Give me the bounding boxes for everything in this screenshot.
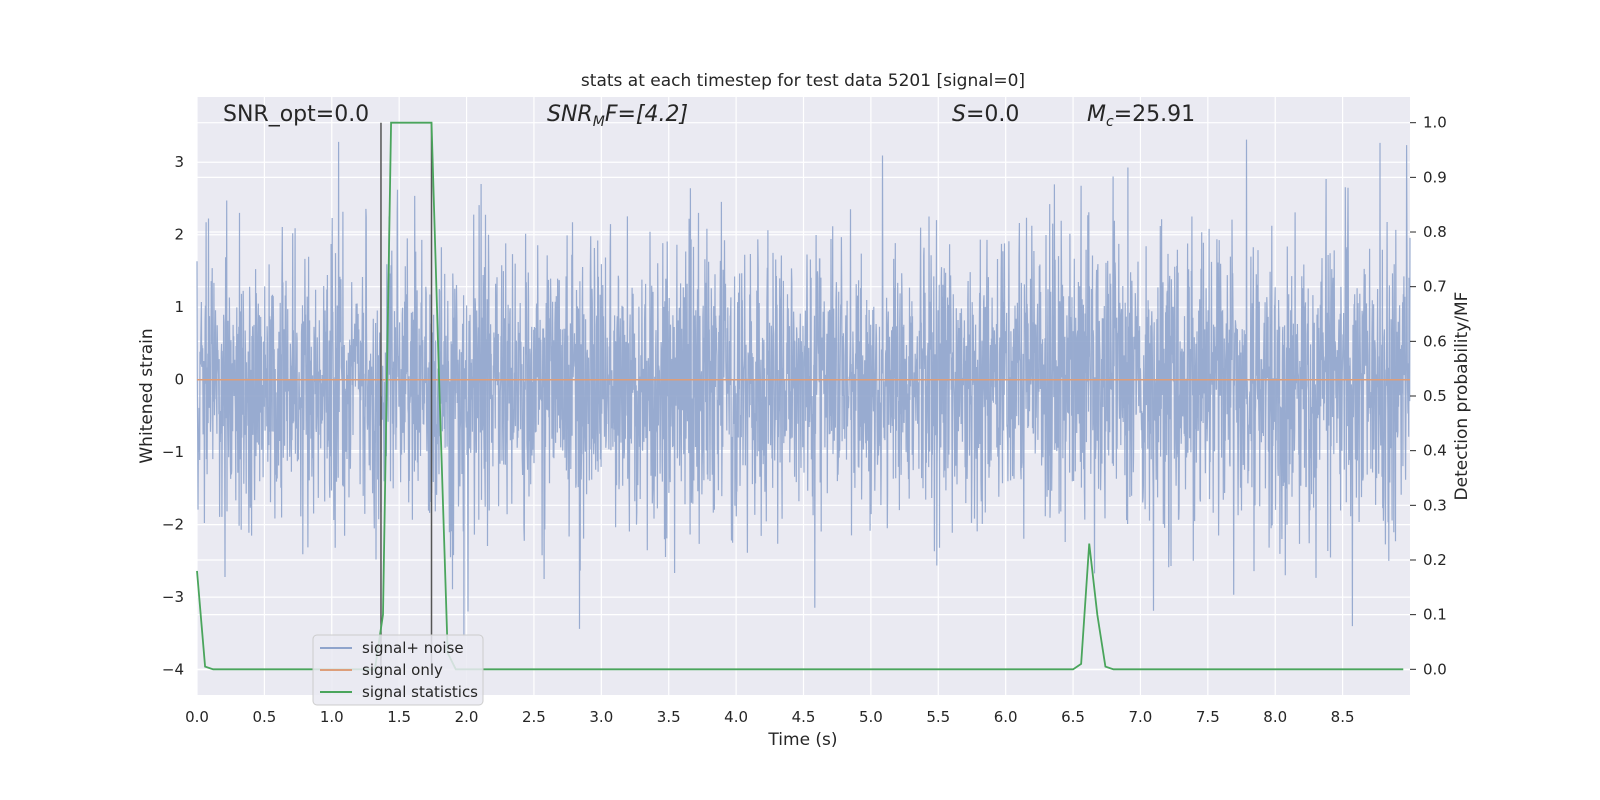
x-axis-label: Time (s) bbox=[767, 730, 837, 750]
x-tick-label: 7.5 bbox=[1196, 708, 1220, 726]
x-tick-label: 6.5 bbox=[1061, 708, 1085, 726]
x-tick-label: 2.5 bbox=[522, 708, 546, 726]
y2-tick-label: 0.1 bbox=[1423, 606, 1447, 624]
y-tick-label: −1 bbox=[162, 443, 184, 461]
y2-tick-label: 0.2 bbox=[1423, 551, 1447, 569]
annotation-mc: Mc=25.91 bbox=[1087, 102, 1195, 130]
x-tick-labels: 0.0 0.5 1.0 1.5 2.0 2.5 3.0 3.5 4.0 4.5 5.0 5.5 6.0 6… bbox=[185, 708, 1354, 726]
annotation-snr-opt: SNR_opt=0.0 bbox=[223, 102, 369, 127]
x-tick-label: 0.0 bbox=[185, 708, 209, 726]
y-axis-label: Whitened strain bbox=[137, 328, 157, 463]
y2-tick-label: 0.5 bbox=[1423, 387, 1447, 405]
legend-label-signal-noise: signal+ noise bbox=[362, 639, 464, 657]
legend-box bbox=[312, 634, 484, 706]
chart-title: stats at each timestep for test data 520… bbox=[581, 71, 1025, 91]
x-tick-label: 5.0 bbox=[859, 708, 883, 726]
y-tick-label: 1 bbox=[174, 298, 184, 316]
y2-tick-label: 0.9 bbox=[1423, 168, 1447, 186]
y2-tick-label: 0.8 bbox=[1423, 223, 1447, 241]
series-signal-noise bbox=[196, 139, 1411, 637]
x-tick-label: 4.5 bbox=[792, 708, 816, 726]
annotation-snr-mf: SNRMF=[4.2] bbox=[547, 102, 688, 130]
x-tick-label: 2.0 bbox=[455, 708, 479, 726]
annotation-s: S=0.0 bbox=[952, 102, 1019, 127]
x-tick-label: 1.0 bbox=[320, 708, 344, 726]
x-tick-label: 0.5 bbox=[252, 708, 276, 726]
x-tick-label: 4.0 bbox=[724, 708, 748, 726]
y-tick-label: −4 bbox=[162, 661, 184, 679]
line-signal-noise bbox=[196, 139, 1411, 637]
y2-tick-label: 0.4 bbox=[1423, 442, 1447, 460]
y-tick-label: 3 bbox=[174, 153, 184, 171]
y2-tick-label: 0.3 bbox=[1423, 496, 1447, 514]
y2-tick-labels: 1.0 0.9 0.8 0.7 0.6 0.5 0.4 0.3 0.2 0.1 0.0 bbox=[1410, 114, 1447, 678]
x-tick-label: 7.0 bbox=[1129, 708, 1153, 726]
x-tick-label: 1.5 bbox=[387, 708, 411, 726]
y2-axis-label: Detection probability/MF bbox=[1452, 292, 1472, 501]
x-tick-label: 8.0 bbox=[1263, 708, 1287, 726]
y2-tick-label: 0.6 bbox=[1423, 332, 1447, 350]
y-tick-labels: 3 2 1 0 −1 −2 −3 −4 bbox=[162, 153, 184, 678]
legend-label-signal-statistics: signal statistics bbox=[362, 683, 478, 701]
event-markers bbox=[380, 122, 433, 670]
y2-tick-label: 0.0 bbox=[1423, 660, 1447, 678]
x-tick-label: 5.5 bbox=[926, 708, 950, 726]
y-tick-label: −2 bbox=[162, 516, 184, 534]
y-tick-label: −3 bbox=[162, 588, 184, 606]
x-tick-label: 3.5 bbox=[657, 708, 681, 726]
y2-tick-label: 0.7 bbox=[1423, 278, 1447, 296]
x-tick-label: 8.5 bbox=[1331, 708, 1355, 726]
x-tick-label: 6.0 bbox=[994, 708, 1018, 726]
y2-tick-label: 1.0 bbox=[1423, 114, 1447, 132]
legend-label-signal-only: signal only bbox=[362, 661, 443, 679]
x-tick-label: 3.0 bbox=[589, 708, 613, 726]
y-tick-label: 2 bbox=[174, 226, 184, 244]
legend: signal+ noise signal only signal statist… bbox=[312, 634, 484, 706]
y-tick-label: 0 bbox=[174, 371, 184, 389]
